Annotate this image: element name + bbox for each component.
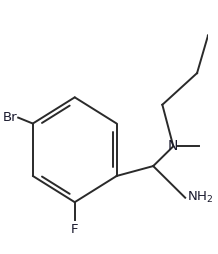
Text: N: N [168,139,179,153]
Text: Br: Br [3,111,17,124]
Text: NH$_2$: NH$_2$ [187,190,213,205]
Text: F: F [71,223,78,236]
